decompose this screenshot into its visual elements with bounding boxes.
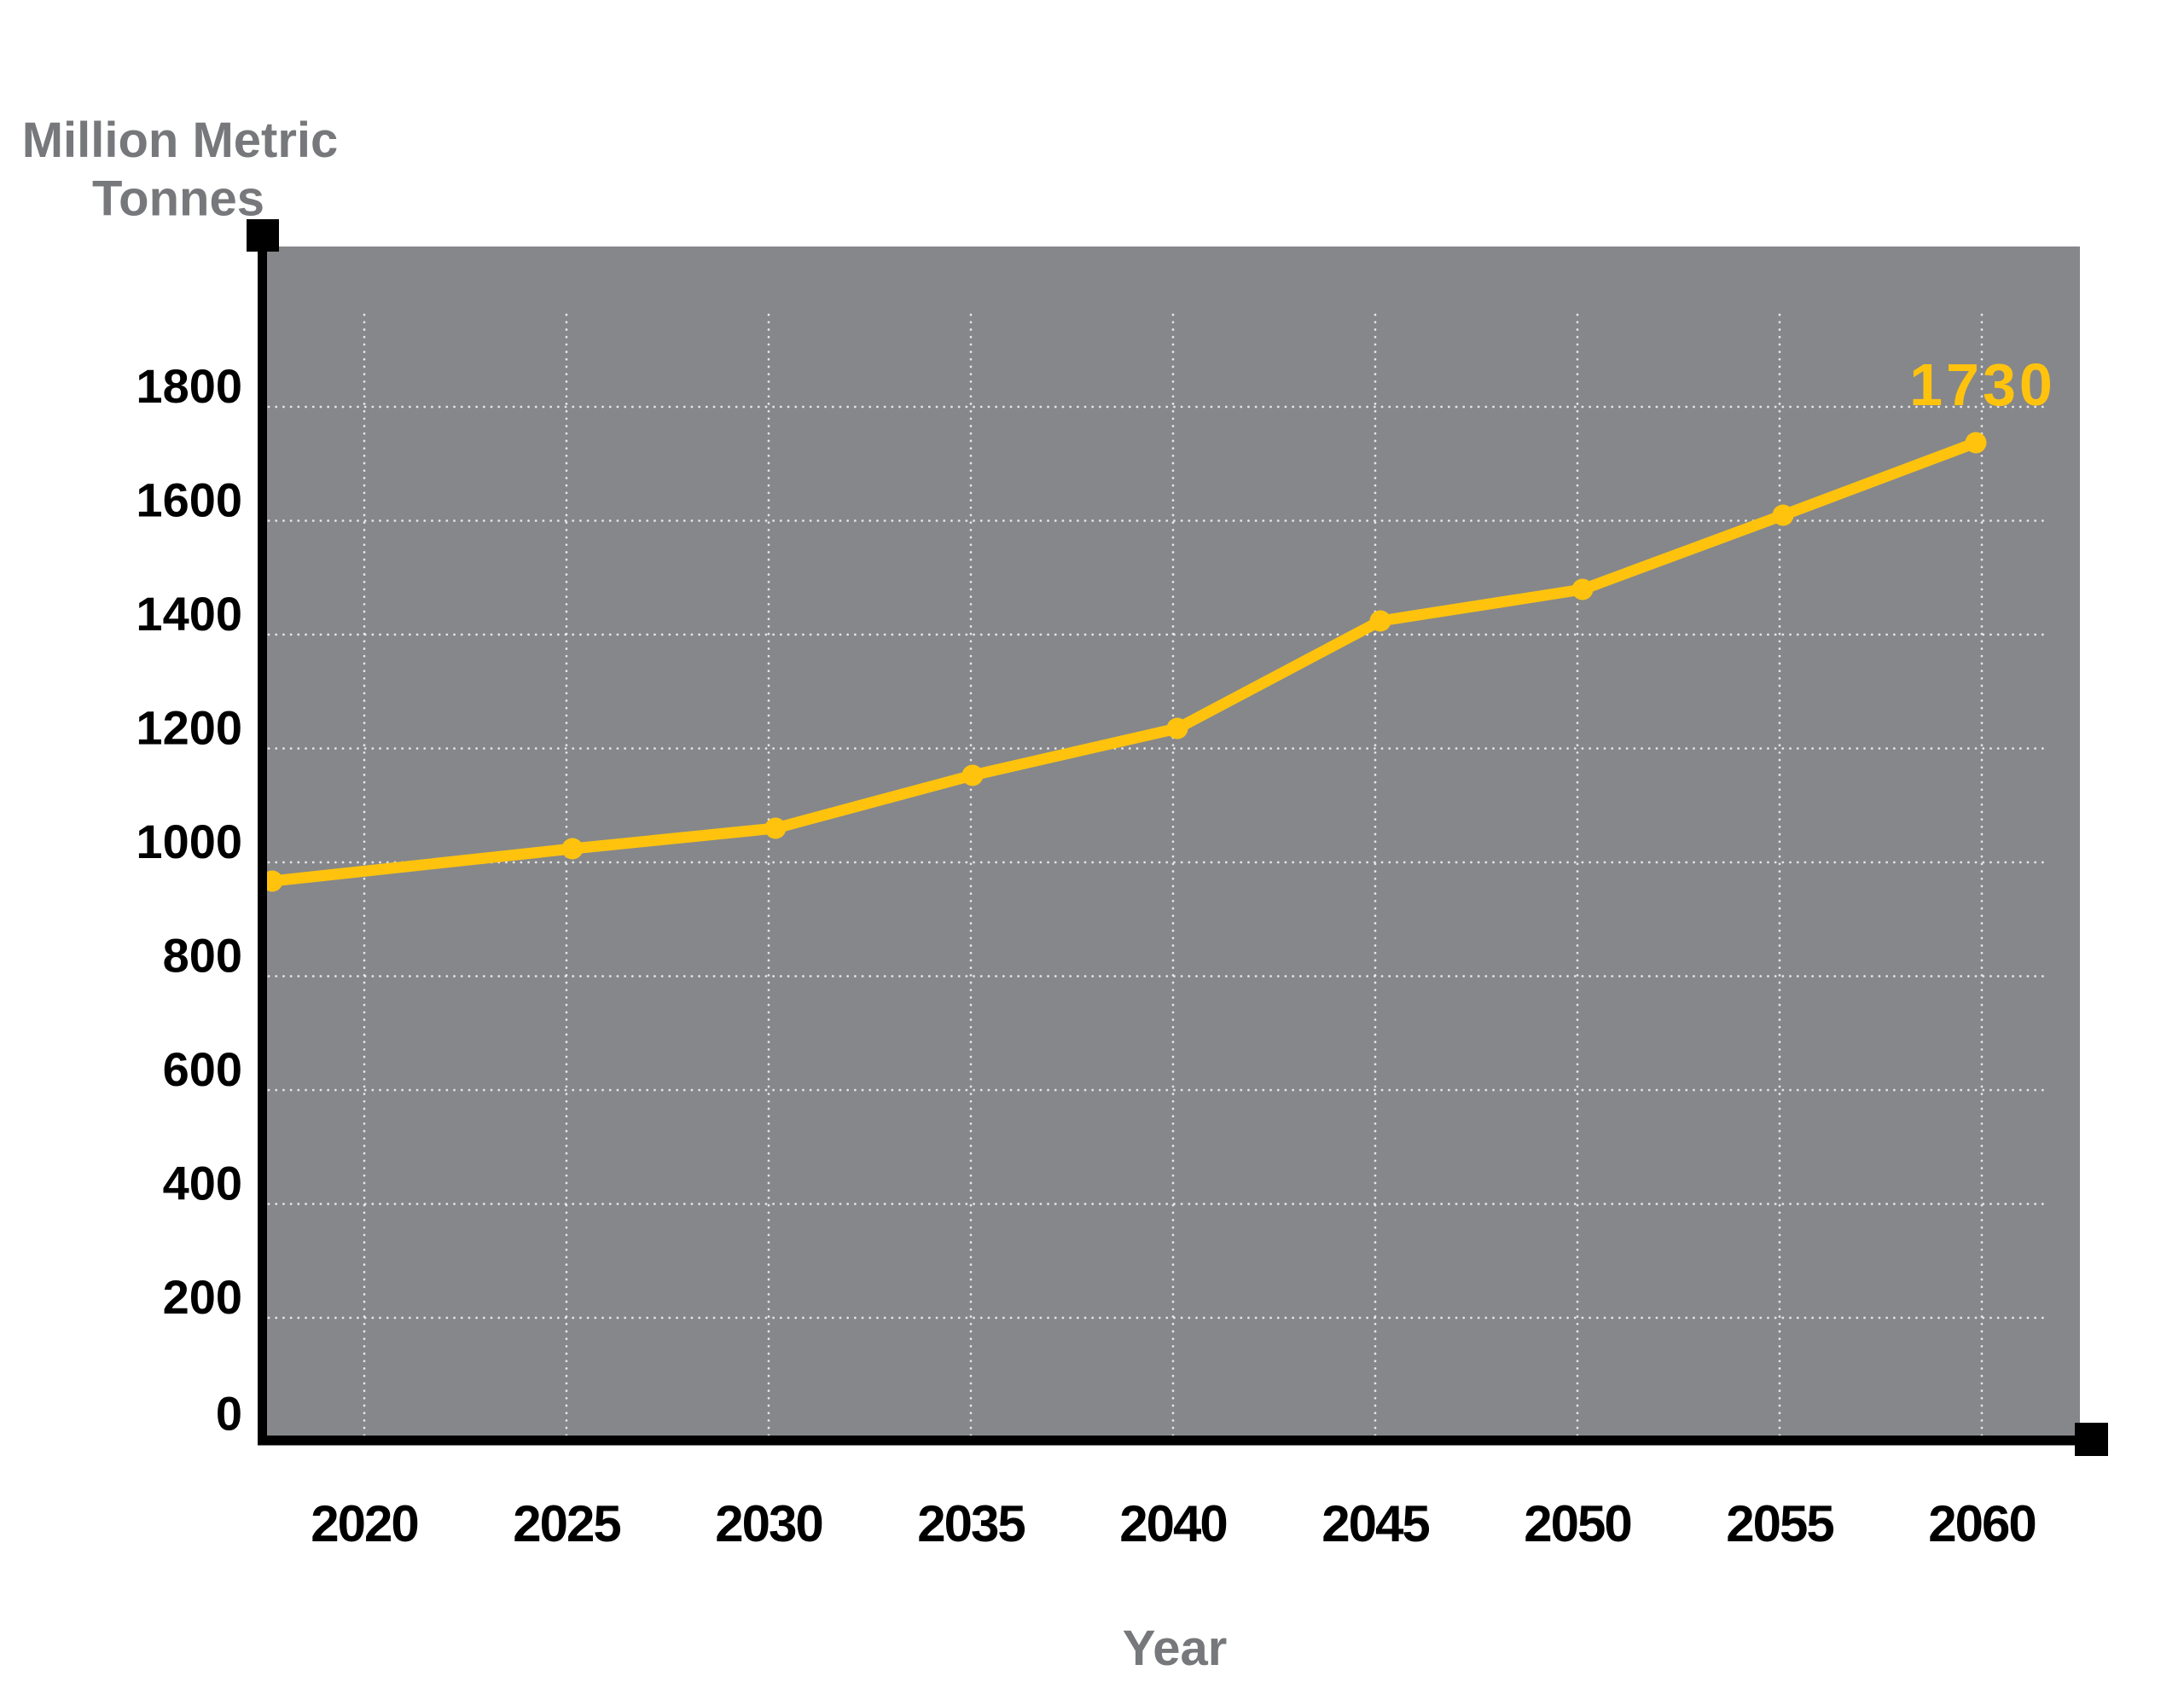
- svg-text:0: 0: [216, 1387, 242, 1441]
- svg-text:2040: 2040: [1119, 1495, 1226, 1552]
- svg-text:800: 800: [163, 928, 242, 982]
- svg-text:1600: 1600: [136, 473, 242, 526]
- svg-text:1800: 1800: [136, 359, 242, 413]
- svg-text:2045: 2045: [1321, 1495, 1429, 1552]
- svg-text:1200: 1200: [136, 700, 242, 754]
- svg-text:200: 200: [163, 1270, 242, 1324]
- svg-text:1000: 1000: [136, 815, 242, 868]
- svg-text:600: 600: [163, 1042, 242, 1096]
- svg-text:400: 400: [163, 1156, 242, 1209]
- svg-text:2060: 2060: [1928, 1495, 2035, 1552]
- svg-text:Tonnes: Tonnes: [92, 171, 264, 227]
- svg-text:1400: 1400: [136, 587, 242, 641]
- svg-text:Year: Year: [1123, 1621, 1228, 1676]
- svg-text:2035: 2035: [917, 1495, 1025, 1552]
- svg-text:2030: 2030: [715, 1495, 822, 1552]
- svg-text:1730: 1730: [1909, 351, 2056, 418]
- svg-text:2055: 2055: [1726, 1495, 1833, 1552]
- svg-text:2050: 2050: [1524, 1495, 1630, 1552]
- svg-text:2025: 2025: [513, 1495, 620, 1552]
- svg-text:Million Metric: Million Metric: [22, 113, 339, 168]
- svg-text:2020: 2020: [311, 1495, 417, 1552]
